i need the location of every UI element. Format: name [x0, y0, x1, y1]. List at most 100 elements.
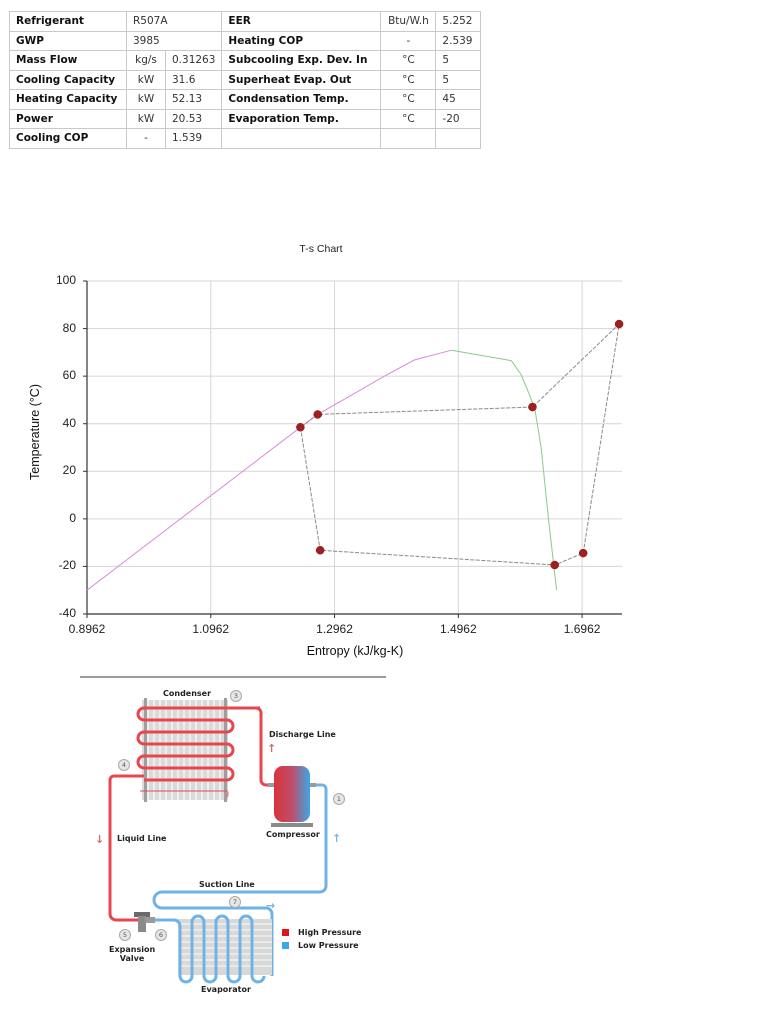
svg-text:→: →	[266, 899, 275, 912]
property-value: 3985	[125, 30, 223, 51]
property-value: 31.6	[164, 69, 223, 90]
table-row: Power kW 20.53 Evaporation Temp. °C -20	[9, 108, 482, 129]
x-tick-label: 1.6962	[563, 622, 601, 636]
low-pressure-swatch	[282, 942, 289, 949]
table-row: Heating Capacity kW 52.13 Condensation Temp…	[9, 89, 482, 110]
x-tick-label: 1.4962	[439, 622, 477, 636]
table-row: GWP 3985 Heating COP -2.539	[9, 30, 482, 51]
x-tick-label: 1.2962	[316, 622, 353, 636]
ts-chart: T-s Chart 100 80 60 40 20 0 -20 -40 0.8962 1.096…	[0, 235, 768, 675]
table-row: Cooling COP -1.539	[9, 128, 482, 149]
property-unit: °C	[380, 50, 437, 71]
series-line-1	[451, 349, 558, 591]
property-label: Cooling COP	[9, 128, 127, 149]
refrigeration-cycle-diagram: ↑ ↓ ↑ → Condenser Discharge Line Compres…	[80, 676, 386, 1006]
cycle-schematic: ↑ ↓ ↑ →	[95, 698, 341, 984]
property-label: GWP	[9, 30, 127, 51]
state-point-marker	[313, 410, 322, 419]
property-label: Heating COP	[221, 30, 382, 51]
discharge-line-label: Discharge Line	[269, 730, 336, 739]
svg-text:↓: ↓	[95, 833, 104, 846]
series-line-0	[86, 349, 452, 591]
expansion-valve-label: Expansion Valve	[109, 945, 155, 963]
discharge-line	[227, 706, 272, 787]
property-label: Condensation Temp.	[221, 89, 382, 110]
property-label: Heating Capacity	[9, 89, 127, 110]
state-point-marker	[550, 560, 559, 570]
state-badge-4: 4	[118, 759, 130, 771]
property-value: R507A	[125, 11, 223, 32]
property-label: Subcooling Exp. Dev. In	[221, 50, 382, 71]
suction-line	[152, 783, 328, 976]
state-badge-3: 3	[230, 690, 242, 702]
property-value: 5.252	[435, 11, 482, 32]
property-label	[221, 128, 382, 149]
property-value: 20.53	[164, 108, 223, 129]
y-tick-label: -40	[58, 606, 76, 620]
chart-title: T-s Chart	[299, 243, 343, 255]
y-tick-label: 80	[62, 320, 76, 335]
property-value	[435, 128, 482, 149]
evaporator-coil	[144, 914, 266, 984]
liquid-line	[108, 774, 144, 922]
property-label: Power	[9, 108, 127, 129]
property-label: Refrigerant	[9, 11, 127, 32]
compressor-body	[274, 766, 310, 822]
property-label: Mass Flow	[9, 50, 127, 71]
state-point-marker	[528, 402, 537, 412]
property-value: -20	[435, 108, 482, 129]
y-tick-label: -20	[58, 558, 76, 573]
compressor-label: Compressor	[266, 830, 320, 839]
x-tick-label: 1.0962	[192, 622, 230, 636]
property-unit	[380, 128, 437, 149]
property-value: 5	[435, 50, 482, 71]
chart-plot-area	[83, 280, 624, 618]
liquid-line-label: Liquid Line	[117, 834, 167, 843]
evaporator-fins	[178, 919, 272, 975]
properties-table: Refrigerant R507A EER Btu/W.h 5.252 GWP 3985 He…	[9, 11, 482, 149]
state-point-marker	[315, 546, 325, 555]
y-tick-label: 20	[62, 463, 76, 478]
state-point-marker	[614, 319, 624, 329]
suction-line-label: Suction Line	[199, 880, 255, 889]
table-row: Cooling Capacity kW 31.6 Superheat Evap. Ou…	[9, 69, 482, 90]
state-badge-7: 7	[229, 896, 241, 908]
state-point-marker	[578, 548, 588, 558]
property-unit: kW	[126, 89, 166, 110]
state-badge-5: 5	[119, 929, 131, 941]
divider	[80, 676, 386, 678]
expansion-valve	[134, 912, 155, 932]
property-unit: kW	[126, 69, 166, 90]
expansion-valve-label-line2: Valve	[119, 954, 145, 963]
x-axis-label: Entropy (kJ/kg-K)	[306, 644, 404, 658]
y-axis-label: Temperature (°C)	[28, 384, 42, 480]
y-tick-label: 0	[69, 510, 76, 525]
flow-arrows: ↑ ↓ ↑ →	[95, 742, 341, 912]
property-unit: °C	[380, 89, 437, 110]
table-row: Mass Flow kg/s 0.31263 Subcooling Exp. Dev.…	[9, 50, 482, 71]
high-pressure-label: High Pressure	[298, 928, 362, 937]
x-tick-label: 0.8962	[68, 622, 106, 636]
expansion-valve-label-line1: Expansion	[109, 945, 156, 954]
property-label: Evaporation Temp.	[221, 108, 382, 129]
table-row: Refrigerant R507A EER Btu/W.h 5.252	[9, 11, 482, 32]
high-pressure-swatch	[282, 929, 289, 936]
property-value: 5	[435, 69, 482, 90]
property-unit: °C	[380, 108, 437, 129]
evaporator-label: Evaporator	[201, 985, 251, 994]
state-badge-1: 1	[333, 793, 345, 805]
condenser-coil	[136, 706, 260, 782]
property-value: 52.13	[164, 89, 223, 110]
property-value: 1.539	[164, 128, 223, 149]
condenser-label: Condenser	[163, 689, 212, 698]
y-tick-label: 60	[62, 368, 76, 383]
property-label: Cooling Capacity	[9, 69, 127, 90]
property-unit: kg/s	[126, 50, 166, 71]
svg-text:↑: ↑	[267, 742, 276, 755]
y-tick-label: 40	[62, 415, 76, 430]
condenser-fins	[142, 698, 228, 802]
property-unit: -	[380, 30, 437, 51]
property-unit: °C	[380, 69, 437, 90]
series-line-2	[299, 322, 620, 566]
property-unit: Btu/W.h	[380, 11, 437, 32]
